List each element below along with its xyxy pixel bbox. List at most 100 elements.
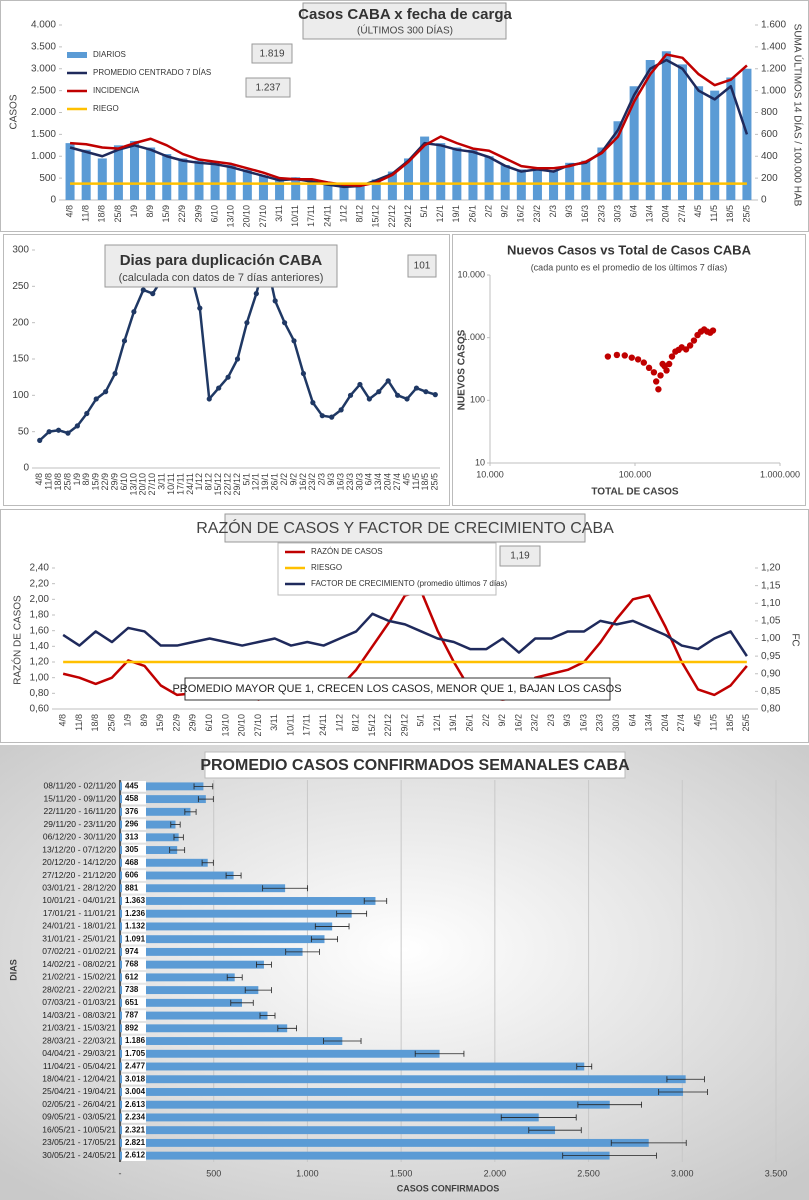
x-tick-label: 15/12 (213, 473, 223, 496)
value-label-box (122, 933, 146, 945)
bar (120, 1024, 288, 1033)
y-tick-label: 1.500 (31, 129, 56, 140)
x-tick-label: 6/10 (119, 473, 129, 491)
bar (468, 149, 478, 200)
value-label-box (122, 857, 146, 869)
legend-label: FACTOR DE CRECIMIENTO (promedio últimos … (311, 579, 508, 588)
bar (371, 179, 381, 200)
y-tick-label: 0,80 (761, 704, 781, 715)
x-tick-label: 25/8 (113, 205, 123, 223)
bar (120, 909, 352, 918)
value-label: 2.321 (125, 1125, 146, 1134)
bar (307, 181, 317, 200)
point (432, 392, 438, 398)
bar (613, 121, 623, 200)
y-tick-label: 3.000 (31, 63, 56, 74)
y-tick-label: 50 (18, 426, 30, 437)
y-tick-label: 0 (761, 195, 767, 206)
x-tick-label: 29/12 (232, 473, 242, 496)
bar (194, 160, 204, 200)
value-label: 892 (125, 1023, 139, 1032)
value-label-box (122, 946, 146, 958)
y-tick-label: 800 (761, 107, 778, 118)
bar (629, 86, 639, 200)
x-tick-label: 8/12 (204, 473, 214, 491)
y-tick-label: 13/12/20 - 07/12/20 (42, 844, 116, 854)
x-tick-label: 1/9 (129, 205, 139, 218)
y-tick-label: 2,00 (30, 594, 50, 605)
x-tick-label: 15/9 (155, 714, 165, 732)
y-tick-label: 27/12/20 - 21/12/20 (42, 870, 116, 880)
legend-label: INCIDENCIA (93, 86, 140, 95)
x-tick-label: 22/12 (222, 473, 232, 496)
y-tick-label: 200 (761, 173, 778, 184)
y-tick-label: 1.400 (761, 42, 786, 53)
x-tick-label: 20/10 (138, 473, 148, 496)
y-tick-label: 200 (12, 317, 29, 328)
y-tick-label: 09/05/21 - 03/05/21 (42, 1112, 116, 1122)
title-box (302, 2, 507, 40)
y-tick-label: 08/11/20 - 02/11/20 (44, 781, 117, 791)
x-tick-label: 2/2 (481, 714, 491, 727)
value-label: 2.477 (125, 1062, 146, 1071)
y-tick-label: 1,00 (30, 672, 50, 683)
point (423, 389, 429, 395)
x-tick-label: 9/2 (500, 205, 510, 218)
value-label: 1.132 (125, 922, 146, 931)
value-label-box (122, 1137, 146, 1149)
x-tick-label: 29/9 (109, 473, 119, 491)
x-tick-label: 4/8 (58, 714, 68, 727)
annotations: Casos CABA x fecha de carga (ÚLTIMOS 300… (8, 2, 804, 1193)
value-label-box (122, 831, 146, 843)
y-tick-label: 2,20 (30, 578, 50, 589)
x-tick-label: 9/2 (497, 714, 507, 727)
x-tick-label: 27/4 (676, 714, 686, 732)
value-label: 296 (125, 820, 139, 829)
value-label-box (122, 781, 146, 792)
bar (146, 147, 156, 200)
point (150, 291, 156, 297)
x-tick-label: 8/9 (139, 714, 149, 727)
bar (291, 177, 301, 200)
x-tick-label: 13/10 (128, 473, 138, 496)
point (628, 354, 635, 361)
y-tick-label: 1,20 (761, 563, 781, 574)
y-tick-label: 250 (12, 281, 29, 292)
value-label: 1.186 (125, 1036, 146, 1045)
bar (120, 986, 259, 995)
y-tick-label: 1,15 (761, 580, 781, 591)
x-tick-label: 4/5 (693, 205, 703, 218)
y-tick-label: 11/04/21 - 05/04/21 (43, 1061, 116, 1071)
value-label-box (122, 882, 146, 894)
x-tick-label: 4/8 (34, 473, 44, 486)
bar (742, 68, 752, 200)
value-label: 468 (125, 858, 139, 867)
y-tick-label: 3.500 (31, 42, 56, 53)
point (395, 392, 401, 398)
annotation-box (245, 77, 291, 98)
x-tick-label: 18/8 (97, 205, 107, 223)
chart-title: Dias para duplicación CABA (120, 252, 323, 269)
x-tick-label: 2/3 (317, 473, 327, 486)
bar (120, 820, 176, 829)
bar (120, 1075, 686, 1084)
point (329, 414, 335, 420)
bar (120, 1151, 610, 1160)
x-tick-label: 17/11 (302, 714, 312, 736)
x-tick-label: 1/12 (338, 205, 348, 223)
point (385, 378, 391, 384)
value-label: 651 (125, 998, 139, 1007)
x-tick-label: 8/12 (351, 714, 361, 732)
value-label: 458 (125, 794, 139, 803)
title-box (204, 751, 626, 779)
x-tick-label: 30/3 (612, 205, 622, 223)
x-tick-label: 25/8 (62, 473, 72, 491)
point (338, 407, 344, 413)
point (244, 320, 250, 326)
y-tick-label: 07/03/21 - 01/03/21 (42, 997, 116, 1007)
bar (120, 1049, 440, 1058)
annotation-box (499, 545, 541, 567)
bar (120, 807, 191, 816)
x-tick-label: 19/1 (260, 473, 270, 491)
value-label-box (122, 959, 146, 970)
